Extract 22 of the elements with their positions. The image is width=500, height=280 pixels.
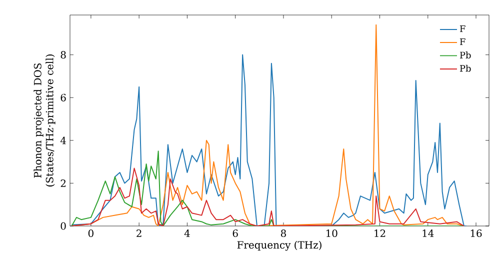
y-tick-label: 0 — [60, 222, 66, 230]
y-tick-label: 4 — [60, 136, 66, 144]
x-tick-label: 12 — [374, 230, 386, 237]
y-axis-title: Phonon projected DOS (States/THz·primitive cell) — [34, 54, 56, 186]
line-series — [71, 150, 464, 226]
y-tick-label: 8 — [60, 51, 66, 59]
legend-label: F — [460, 26, 466, 32]
x-tick-label: 14 — [422, 230, 434, 237]
legend-label: F — [460, 38, 466, 46]
line-series — [71, 168, 464, 226]
x-tick-label: 0 — [88, 230, 94, 238]
x-tick-label: 6 — [232, 230, 238, 238]
x-tick-label: 2 — [136, 230, 142, 237]
legend-label: Pb — [460, 64, 471, 72]
x-tick-label: 4 — [184, 230, 190, 237]
y-tick-label: 2 — [60, 179, 66, 187]
x-tick-label: 8 — [280, 230, 286, 238]
legend-label: Pb — [460, 52, 471, 58]
x-tick-label: 10 — [326, 230, 338, 238]
x-tick-label: 16 — [470, 230, 482, 238]
x-axis-title: Frequency (THz) — [237, 240, 322, 251]
y-tick-label: 6 — [60, 94, 66, 102]
